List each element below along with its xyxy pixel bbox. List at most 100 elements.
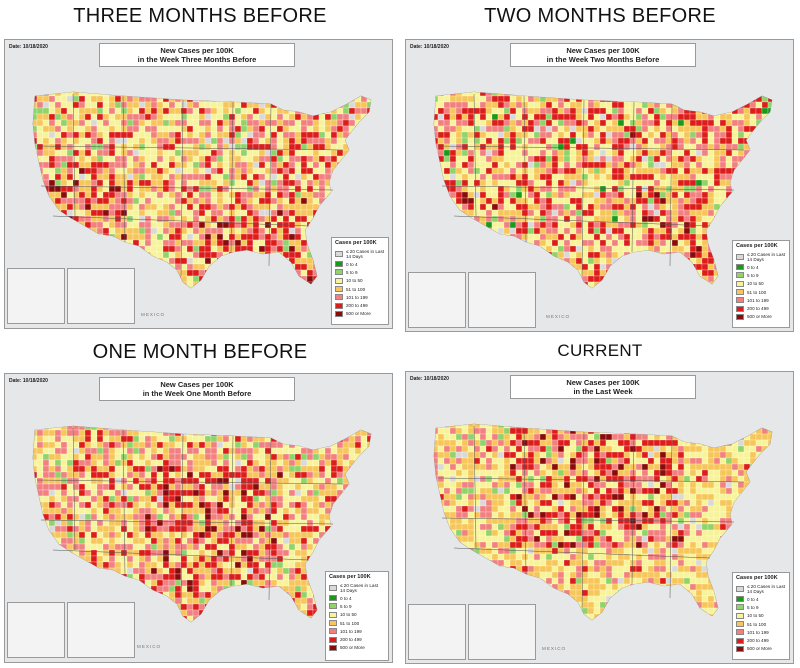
county-cell: [54, 149, 62, 157]
county-cell: [270, 269, 278, 277]
county-cell: [683, 281, 691, 288]
county-cell: [749, 143, 757, 151]
county-cell: [222, 197, 230, 205]
county-cell: [168, 221, 176, 229]
county-cell: [312, 426, 320, 431]
county-cell: [605, 233, 613, 241]
county-cell: [96, 113, 104, 121]
county-cell: [300, 113, 308, 121]
county-cell: [629, 209, 637, 217]
county-cell: [767, 149, 772, 157]
county-cell: [78, 239, 86, 247]
county-cell: [449, 239, 457, 247]
county-cell: [737, 179, 745, 187]
county-cell: [485, 155, 493, 163]
county-cell: [713, 197, 721, 205]
county-cell: [198, 215, 206, 223]
county-cell: [162, 251, 170, 259]
county-cell: [180, 426, 188, 431]
county-cell: [533, 239, 541, 247]
county-cell: [563, 101, 571, 109]
county-cell: [300, 227, 308, 235]
county-cell: [701, 137, 709, 145]
county-cell: [497, 113, 505, 121]
county-cell: [599, 143, 607, 151]
legend-label: 10 to 50: [346, 278, 363, 284]
county-cell: [485, 143, 493, 151]
county-cell: [641, 137, 649, 145]
county-cell: [629, 227, 637, 235]
state-border: [453, 215, 711, 227]
county-cell: [240, 227, 248, 235]
county-cell: [689, 185, 697, 193]
county-cell: [300, 179, 308, 187]
county-cell: [348, 143, 356, 151]
county-cell: [210, 101, 218, 109]
county-cell: [533, 113, 541, 121]
county-cell: [551, 197, 559, 205]
county-cell: [707, 233, 715, 241]
county-cell: [599, 287, 607, 288]
county-cell: [318, 245, 326, 253]
county-cell: [491, 179, 499, 187]
county-cell: [575, 167, 583, 175]
county-cell: [641, 287, 649, 288]
county-cell: [629, 197, 637, 205]
county-cell: [497, 239, 505, 247]
county-cell: [761, 167, 769, 175]
county-cell: [360, 459, 368, 467]
county-cell: [599, 251, 607, 259]
county-cell: [204, 269, 212, 277]
county-cell: [300, 95, 308, 103]
county-cell: [533, 173, 541, 181]
county-cell: [270, 107, 278, 115]
county-cell: [270, 197, 278, 205]
county-cell: [186, 257, 194, 265]
map-legend: Cases per 100K ≤ 20 Cases in Last 14 Days…: [331, 237, 389, 325]
county-cell: [252, 245, 260, 253]
county-cell: [192, 251, 200, 259]
county-cell: [479, 137, 487, 145]
county-cell: [108, 101, 116, 109]
county-cell: [90, 167, 98, 175]
county-cell: [354, 107, 362, 115]
county-cell: [455, 185, 463, 193]
county-cell: [348, 107, 356, 115]
county-cell: [605, 263, 613, 271]
county-cell: [282, 173, 290, 181]
county-cell: [186, 173, 194, 181]
county-cell: [569, 281, 577, 288]
county-cell: [641, 209, 649, 217]
county-cell: [216, 215, 224, 223]
county-cell: [563, 197, 571, 205]
county-cell: [330, 483, 338, 491]
county-cell: [737, 95, 745, 103]
county-cell: [611, 92, 619, 97]
county-cell: [246, 227, 254, 235]
state-border: [631, 101, 635, 253]
county-cell: [54, 429, 62, 437]
county-cell: [683, 239, 691, 247]
county-cell: [276, 107, 284, 115]
county-cell: [300, 465, 308, 473]
county-cell: [42, 459, 50, 467]
county-cell: [312, 203, 320, 211]
county-cell: [671, 107, 679, 115]
county-cell: [72, 426, 80, 431]
county-cell: [599, 197, 607, 205]
county-cell: [491, 209, 499, 217]
county-cell: [162, 179, 170, 187]
county-cell: [288, 507, 296, 515]
county-cell: [485, 209, 493, 217]
county-cell: [683, 167, 691, 175]
county-cell: [725, 101, 733, 109]
county-cell: [192, 435, 200, 443]
county-cell: [162, 197, 170, 205]
county-cell: [210, 209, 218, 217]
county-cell: [677, 269, 685, 277]
county-cell: [144, 179, 152, 187]
county-cell: [629, 113, 637, 121]
county-cell: [144, 155, 152, 163]
county-cell: [354, 179, 362, 187]
county-cell: [443, 251, 451, 259]
